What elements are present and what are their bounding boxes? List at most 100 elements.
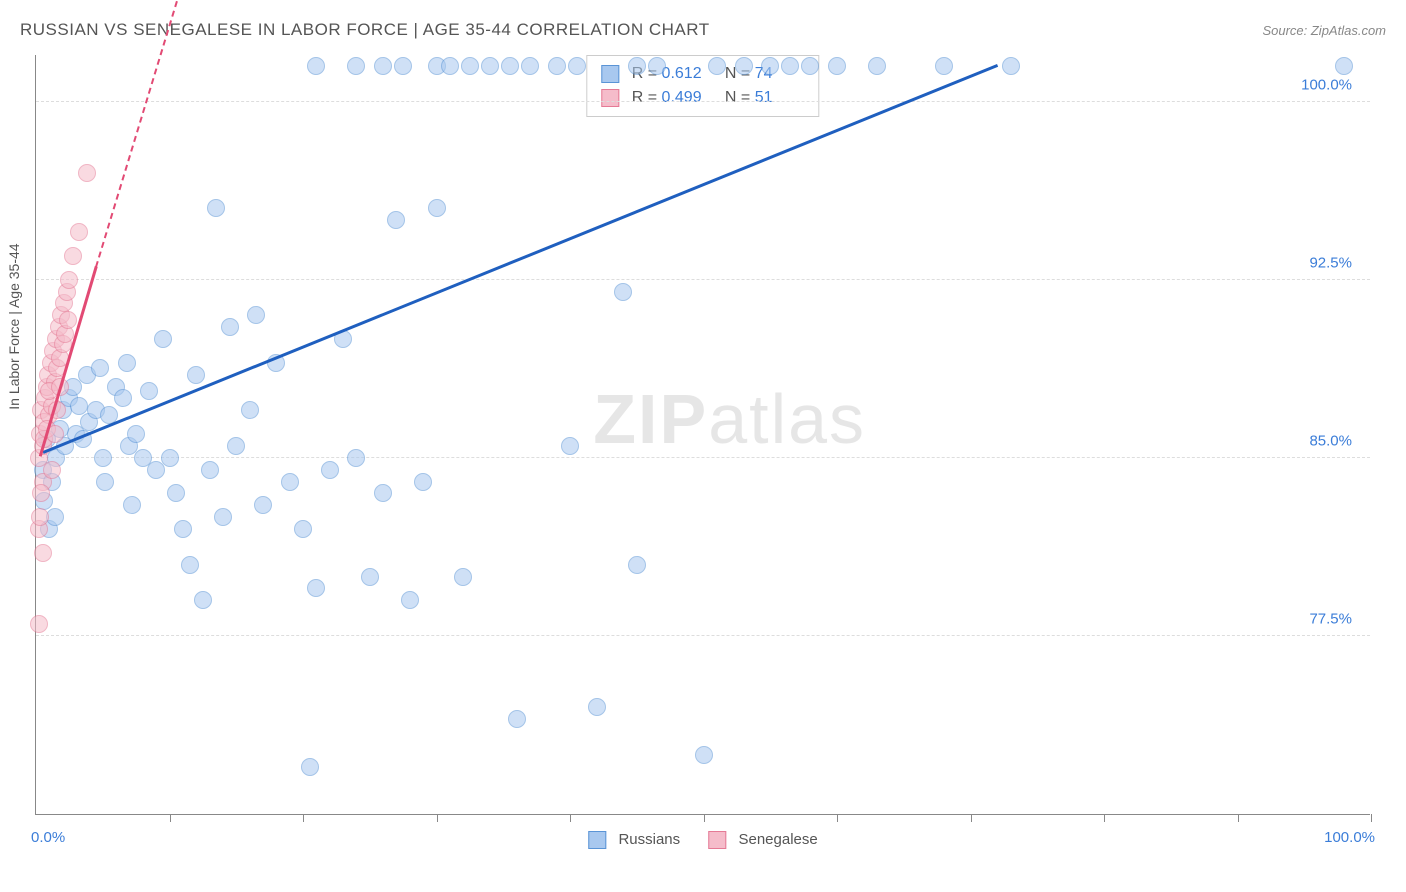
- data-point: [561, 437, 579, 455]
- data-point: [118, 354, 136, 372]
- data-point: [123, 496, 141, 514]
- data-point: [214, 508, 232, 526]
- data-point: [461, 57, 479, 75]
- data-point: [428, 199, 446, 217]
- data-point: [735, 57, 753, 75]
- x-tick: [1371, 814, 1372, 822]
- data-point: [174, 520, 192, 538]
- data-point: [241, 401, 259, 419]
- swatch-russians-icon: [601, 65, 619, 83]
- data-point: [114, 389, 132, 407]
- x-tick: [837, 814, 838, 822]
- y-tick-label: 92.5%: [1309, 254, 1352, 271]
- n-value-senegalese: 51: [755, 86, 805, 110]
- gridline: [36, 279, 1370, 280]
- trend-line: [95, 0, 184, 267]
- data-point: [167, 484, 185, 502]
- data-point: [321, 461, 339, 479]
- data-point: [1335, 57, 1353, 75]
- x-min-label: 0.0%: [31, 829, 65, 846]
- data-point: [648, 57, 666, 75]
- data-point: [227, 437, 245, 455]
- data-point: [59, 311, 77, 329]
- data-point: [548, 57, 566, 75]
- r-value-russians: 0.612: [662, 62, 712, 86]
- data-point: [801, 57, 819, 75]
- data-point: [294, 520, 312, 538]
- data-point: [868, 57, 886, 75]
- data-point: [207, 199, 225, 217]
- data-point: [78, 164, 96, 182]
- data-point: [64, 247, 82, 265]
- data-point: [194, 591, 212, 609]
- data-point: [588, 698, 606, 716]
- data-point: [94, 449, 112, 467]
- data-point: [568, 57, 586, 75]
- gridline: [36, 457, 1370, 458]
- source-label: Source: ZipAtlas.com: [1262, 23, 1386, 38]
- gridline: [36, 635, 1370, 636]
- stats-row-senegalese: R = 0.499 N = 51: [601, 86, 804, 110]
- watermark: ZIPatlas: [593, 379, 866, 459]
- data-point: [614, 283, 632, 301]
- data-point: [781, 57, 799, 75]
- x-tick: [437, 814, 438, 822]
- x-tick: [1104, 814, 1105, 822]
- r-label: R =: [632, 89, 657, 106]
- x-tick: [170, 814, 171, 822]
- data-point: [34, 544, 52, 562]
- data-point: [281, 473, 299, 491]
- data-point: [307, 579, 325, 597]
- data-point: [221, 318, 239, 336]
- data-point: [32, 484, 50, 502]
- data-point: [301, 758, 319, 776]
- data-point: [708, 57, 726, 75]
- data-point: [394, 57, 412, 75]
- data-point: [628, 556, 646, 574]
- data-point: [96, 473, 114, 491]
- y-tick-label: 100.0%: [1301, 76, 1352, 93]
- data-point: [347, 57, 365, 75]
- data-point: [127, 425, 145, 443]
- n-label: N =: [725, 89, 750, 106]
- x-tick: [1238, 814, 1239, 822]
- data-point: [43, 461, 61, 479]
- data-point: [247, 306, 265, 324]
- data-point: [401, 591, 419, 609]
- x-tick: [971, 814, 972, 822]
- data-point: [91, 359, 109, 377]
- x-tick: [570, 814, 571, 822]
- data-point: [828, 57, 846, 75]
- data-point: [161, 449, 179, 467]
- x-tick: [704, 814, 705, 822]
- x-tick: [303, 814, 304, 822]
- data-point: [60, 271, 78, 289]
- x-max-label: 100.0%: [1324, 829, 1375, 846]
- data-point: [508, 710, 526, 728]
- trend-line: [42, 63, 997, 452]
- data-point: [695, 746, 713, 764]
- data-point: [761, 57, 779, 75]
- data-point: [307, 57, 325, 75]
- data-point: [70, 223, 88, 241]
- r-value-senegalese: 0.499: [662, 86, 712, 110]
- data-point: [387, 211, 405, 229]
- y-tick-label: 85.0%: [1309, 432, 1352, 449]
- data-point: [935, 57, 953, 75]
- y-tick-label: 77.5%: [1309, 610, 1352, 627]
- data-point: [181, 556, 199, 574]
- data-point: [254, 496, 272, 514]
- data-point: [30, 615, 48, 633]
- data-point: [201, 461, 219, 479]
- data-point: [70, 397, 88, 415]
- data-point: [140, 382, 158, 400]
- data-point: [414, 473, 432, 491]
- gridline: [36, 101, 1370, 102]
- data-point: [454, 568, 472, 586]
- y-axis-label: In Labor Force | Age 35-44: [6, 243, 22, 409]
- data-point: [374, 484, 392, 502]
- data-point: [187, 366, 205, 384]
- data-point: [154, 330, 172, 348]
- data-point: [521, 57, 539, 75]
- chart-title: RUSSIAN VS SENEGALESE IN LABOR FORCE | A…: [20, 20, 710, 40]
